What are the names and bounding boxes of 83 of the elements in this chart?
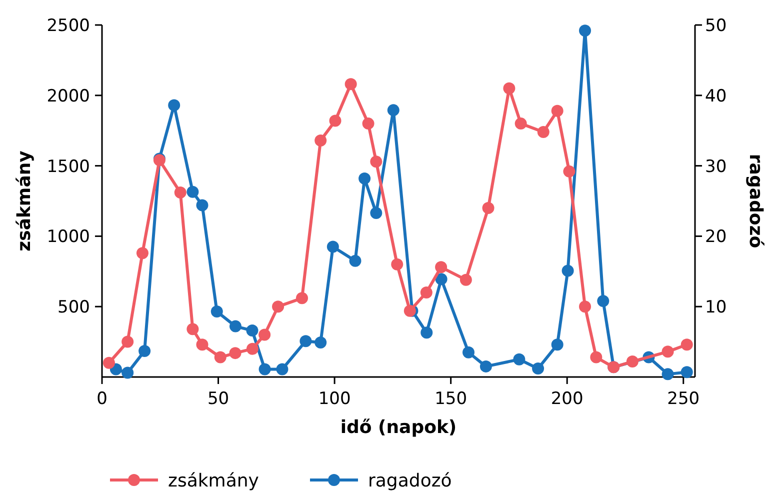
point bbox=[404, 304, 416, 317]
point bbox=[514, 118, 527, 130]
legend-label: ragadozó bbox=[368, 470, 452, 492]
point bbox=[503, 82, 516, 94]
point bbox=[680, 338, 693, 351]
point bbox=[513, 353, 526, 366]
point bbox=[122, 336, 134, 348]
y-tick-label: 2500 bbox=[46, 16, 90, 36]
point bbox=[136, 247, 148, 260]
y-tick-label: 1500 bbox=[46, 156, 90, 177]
point bbox=[349, 254, 362, 267]
y-tick-label: 1000 bbox=[46, 227, 90, 248]
point bbox=[296, 292, 308, 304]
point bbox=[662, 368, 674, 380]
point bbox=[391, 258, 404, 270]
point bbox=[435, 261, 448, 274]
point bbox=[329, 114, 342, 127]
point bbox=[460, 274, 472, 286]
point bbox=[482, 202, 494, 214]
point bbox=[138, 344, 151, 357]
x-tick-label: 100 bbox=[318, 389, 351, 409]
point bbox=[551, 338, 564, 351]
point bbox=[420, 326, 433, 339]
point bbox=[626, 356, 638, 368]
y-axis-title: zsákmány bbox=[14, 150, 35, 252]
x-tick-label: 250 bbox=[667, 389, 700, 409]
point bbox=[102, 356, 115, 369]
point bbox=[370, 156, 382, 168]
point bbox=[462, 346, 474, 358]
point bbox=[590, 351, 602, 364]
point bbox=[326, 240, 339, 253]
point bbox=[314, 134, 327, 146]
point bbox=[532, 362, 544, 375]
x-tick-label: 50 bbox=[207, 389, 230, 409]
point bbox=[168, 99, 180, 112]
point bbox=[246, 324, 258, 337]
point bbox=[680, 366, 693, 378]
point bbox=[480, 360, 492, 372]
y-tick-label: 2000 bbox=[46, 86, 90, 106]
y2-tick-label: 40 bbox=[705, 86, 727, 106]
point bbox=[186, 323, 199, 336]
point bbox=[579, 300, 592, 313]
point bbox=[435, 273, 448, 286]
legend-label: zsákmány bbox=[168, 470, 260, 492]
point bbox=[420, 286, 432, 299]
y2-tick-label: 10 bbox=[705, 298, 727, 318]
x-tick-label: 200 bbox=[550, 389, 584, 409]
point bbox=[662, 346, 674, 358]
point bbox=[387, 104, 400, 116]
point bbox=[370, 206, 382, 219]
point bbox=[229, 320, 242, 332]
point bbox=[272, 300, 284, 313]
point bbox=[314, 336, 327, 349]
y2-axis-title: ragadozó bbox=[745, 154, 766, 248]
point bbox=[196, 199, 208, 212]
y-tick-label: 500 bbox=[58, 298, 90, 318]
y2-tick-label: 50 bbox=[705, 16, 727, 36]
x-axis-title: idő (napok) bbox=[340, 417, 457, 438]
y2-tick-label: 30 bbox=[705, 156, 727, 177]
point bbox=[229, 347, 242, 360]
point bbox=[276, 363, 288, 376]
point bbox=[362, 118, 374, 130]
point bbox=[196, 338, 208, 351]
point bbox=[300, 335, 312, 348]
x-tick-label: 150 bbox=[434, 389, 468, 409]
point bbox=[210, 306, 223, 318]
point bbox=[258, 363, 271, 376]
point bbox=[246, 342, 258, 355]
point bbox=[214, 351, 226, 364]
y2-tick-label: 20 bbox=[705, 227, 727, 248]
point bbox=[579, 24, 592, 37]
point bbox=[174, 186, 186, 199]
point bbox=[258, 328, 271, 341]
point bbox=[551, 104, 564, 117]
point bbox=[344, 78, 357, 90]
point bbox=[563, 165, 576, 178]
point bbox=[562, 264, 574, 277]
point bbox=[186, 186, 199, 198]
point bbox=[597, 294, 610, 307]
point bbox=[358, 172, 371, 184]
x-tick-label: 0 bbox=[96, 389, 108, 409]
point bbox=[537, 126, 550, 138]
point bbox=[122, 366, 134, 379]
